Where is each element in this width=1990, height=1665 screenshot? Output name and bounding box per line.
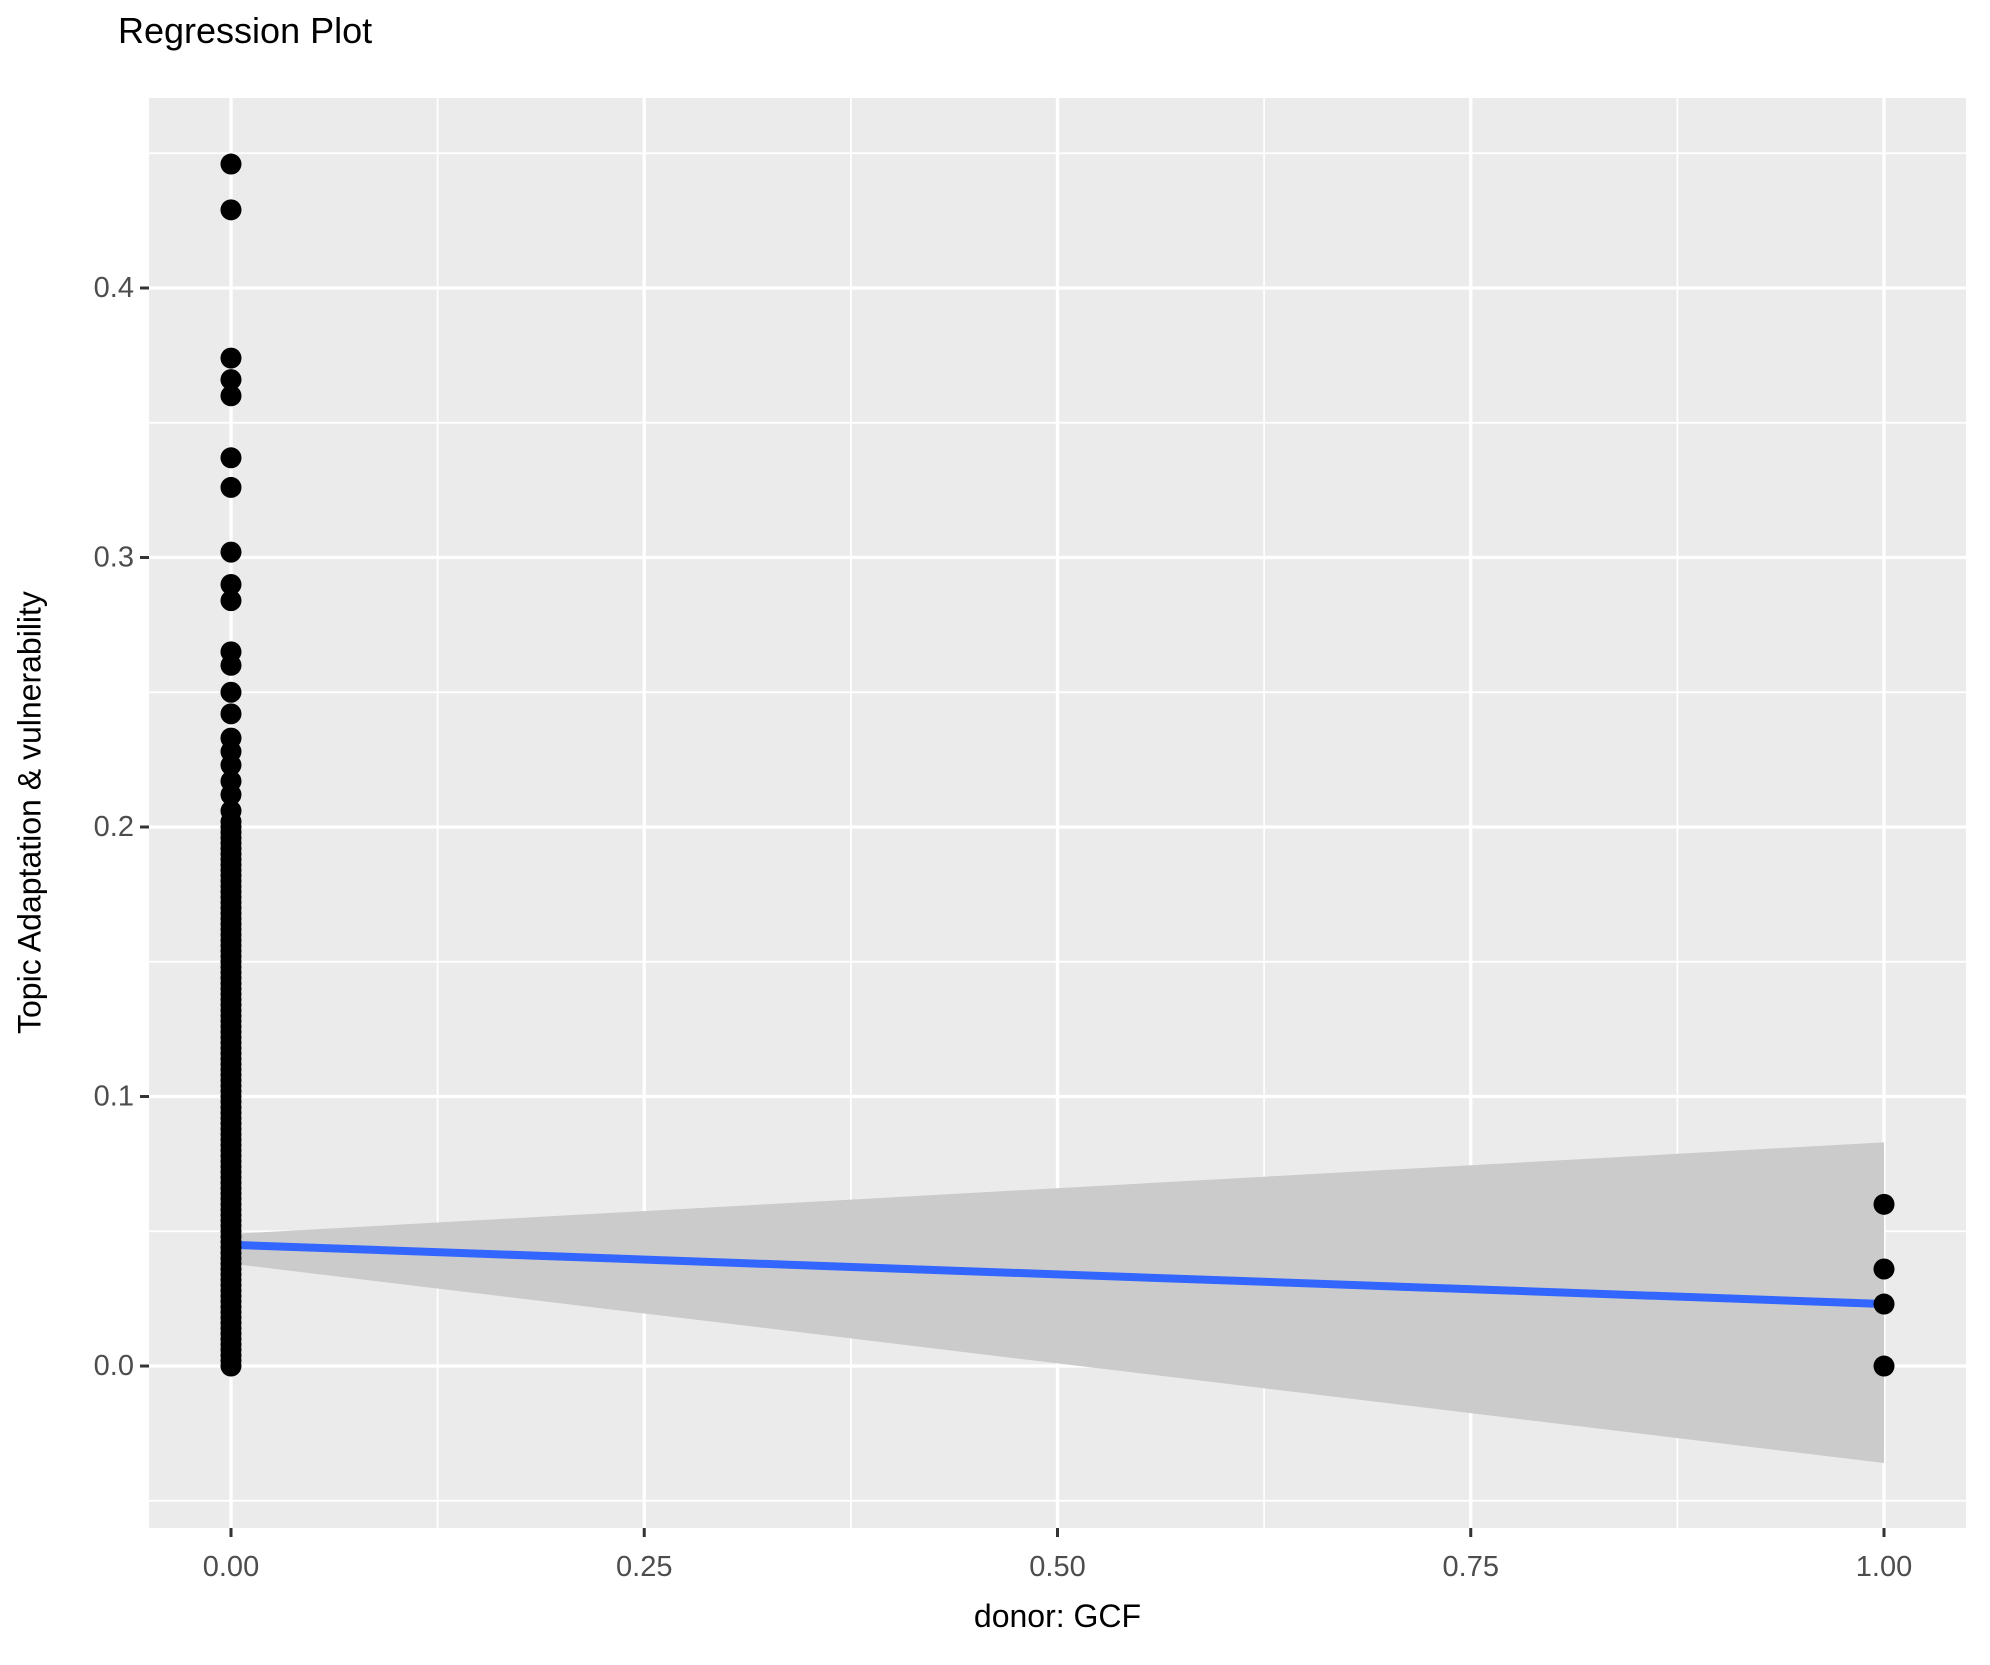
scatter-point — [220, 681, 242, 703]
tick-label-x: 0.25 — [616, 1551, 672, 1583]
tick-label-x: 0.00 — [203, 1551, 259, 1583]
tick-label-x: 0.50 — [1029, 1551, 1085, 1583]
tick-label-x: 0.75 — [1443, 1551, 1499, 1583]
scatter-point — [220, 447, 242, 469]
scatter-point — [220, 573, 242, 595]
plot-title: Regression Plot — [118, 10, 373, 51]
scatter-point — [1873, 1193, 1895, 1215]
scatter-point — [220, 754, 242, 776]
scatter-point — [220, 347, 242, 369]
scatter-point — [220, 1355, 242, 1377]
scatter-point — [220, 199, 242, 221]
tick-label-y: 0.2 — [94, 811, 134, 843]
scatter-point — [220, 703, 242, 725]
scatter-point — [220, 784, 242, 806]
scatter-point — [1873, 1293, 1895, 1315]
scatter-point — [220, 369, 242, 391]
regression-line — [230, 1240, 1885, 1309]
scatter-point — [220, 654, 242, 676]
tick-label-y: 0.4 — [94, 272, 134, 304]
tick-label-y: 0.3 — [94, 542, 134, 574]
x-axis-title: donor: GCF — [973, 1598, 1142, 1634]
tick-label-x: 1.00 — [1856, 1551, 1912, 1583]
scatter-point — [220, 590, 242, 612]
scatter-point — [220, 385, 242, 407]
scatter-point — [220, 476, 242, 498]
scatter-point — [220, 541, 242, 563]
tick-label-y: 0.0 — [94, 1350, 134, 1382]
tick-label-y: 0.1 — [94, 1081, 134, 1113]
scatter-point — [220, 153, 242, 175]
confidence-band — [230, 1142, 1885, 1464]
scatter-point — [1873, 1258, 1895, 1280]
scatter-point — [1873, 1355, 1895, 1377]
y-axis-title: Topic Adaptation & vulnerability — [11, 591, 48, 1035]
